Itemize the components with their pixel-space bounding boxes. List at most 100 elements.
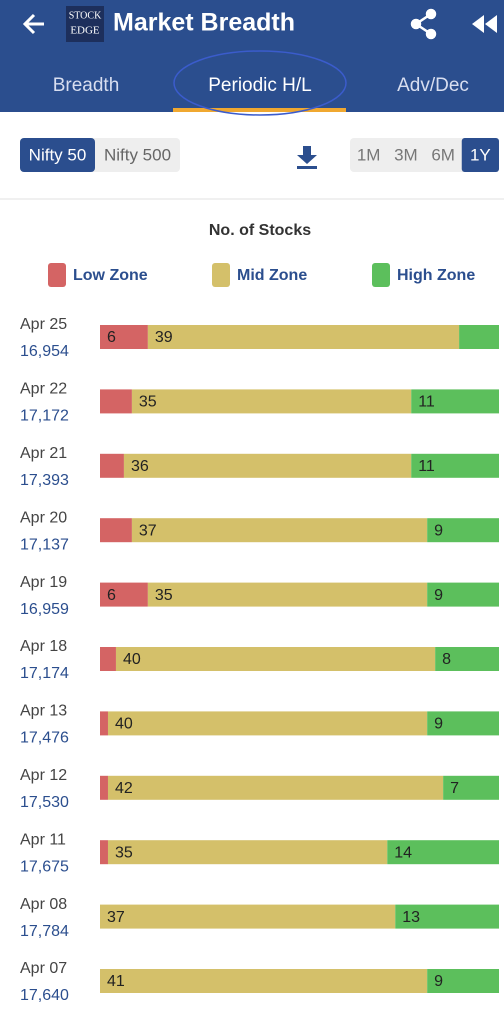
bar-segment [115, 647, 436, 671]
index-option-bg [20, 138, 95, 172]
screen-title: Market Breadth [113, 9, 295, 37]
tab[interactable]: Breadth [53, 75, 120, 96]
logo-text: EDGE [70, 25, 100, 37]
bar-segment [123, 453, 412, 478]
value-label: 7 [450, 780, 459, 797]
bar-segment [100, 325, 148, 349]
legend-swatch [372, 263, 390, 287]
bar-segment [387, 840, 499, 865]
value-label: 36 [131, 458, 149, 475]
value-label: 13 [402, 909, 420, 926]
bar-segment [459, 325, 499, 349]
bar-segment [147, 582, 428, 607]
tab-indicator [173, 108, 346, 112]
bar-segment [100, 969, 428, 993]
index-value: 17,476 [20, 730, 69, 747]
value-label: 6 [107, 329, 116, 346]
bar-segment [427, 582, 499, 607]
tab[interactable]: Periodic H/L [208, 75, 312, 96]
value-label: 9 [434, 522, 443, 539]
value-label: 39 [155, 329, 173, 346]
bar-segment [411, 389, 499, 414]
bar-segment [100, 389, 132, 414]
index-value: 17,172 [20, 408, 69, 425]
date-label: Apr 20 [20, 509, 67, 526]
bar-segment [100, 904, 396, 929]
value-label: 35 [155, 587, 173, 604]
index-value: 17,530 [20, 794, 69, 811]
value-label: 35 [115, 844, 133, 861]
value-label: 9 [434, 587, 443, 604]
bar-segment [107, 711, 428, 736]
period-option[interactable]: 1M [357, 145, 381, 164]
chart-title: No. of Stocks [209, 222, 311, 239]
bar-segment [100, 840, 108, 865]
date-label: Apr 25 [20, 316, 67, 333]
index-value: 17,174 [20, 665, 69, 682]
share-button[interactable] [410, 8, 437, 40]
bar-segment [427, 711, 499, 736]
bar-segment [443, 775, 499, 800]
period-option[interactable]: 6M [431, 145, 455, 164]
date-label: Apr 22 [20, 381, 67, 398]
legend-swatch [212, 263, 230, 287]
date-label: Apr 07 [20, 960, 67, 977]
legend-label: Low Zone [73, 267, 148, 284]
bar-segment [131, 389, 412, 414]
value-label: 40 [115, 716, 133, 733]
value-label: 14 [394, 844, 412, 861]
bar-segment [100, 582, 148, 607]
index-value: 17,137 [20, 536, 69, 553]
value-label: 35 [139, 394, 157, 411]
date-label: Apr 08 [20, 896, 67, 913]
period-bg [461, 138, 499, 172]
logo-text: STOCK [69, 10, 102, 21]
bar-segment [107, 840, 388, 865]
index-value: 16,954 [20, 343, 69, 360]
period-option[interactable]: 1Y [470, 145, 491, 164]
index-value: 17,640 [20, 987, 69, 1004]
bar-segment [100, 518, 132, 543]
date-label: Apr 11 [20, 831, 66, 848]
value-label: 42 [115, 780, 133, 797]
date-label: Apr 12 [20, 767, 67, 784]
highlight-ellipse [173, 50, 347, 116]
index-value: 17,393 [20, 472, 69, 489]
bar-segment [107, 775, 444, 800]
index-value: 17,784 [20, 923, 69, 940]
bar-segment [427, 969, 499, 993]
date-label: Apr 19 [20, 574, 67, 591]
bar-segment [395, 904, 499, 929]
bar-segment [435, 647, 499, 671]
tab[interactable]: Adv/Dec [397, 75, 469, 96]
value-label: 9 [434, 973, 443, 990]
bar-segment [427, 518, 499, 543]
date-label: Apr 18 [20, 638, 67, 655]
bar-segment [100, 647, 116, 671]
bar-segment [100, 775, 108, 800]
value-label: 37 [107, 909, 125, 926]
bar-segment [147, 325, 460, 349]
value-label: 37 [139, 522, 157, 539]
index-value: 17,675 [20, 858, 69, 875]
bar-segment [411, 453, 499, 478]
value-label: 8 [442, 651, 451, 668]
value-label: 11 [418, 458, 435, 475]
back-button[interactable] [22, 13, 44, 35]
index-option[interactable]: Nifty 50 [29, 145, 87, 164]
bar-segment [100, 453, 124, 478]
value-label: 40 [123, 651, 141, 668]
bar-segment [131, 518, 428, 543]
date-label: Apr 13 [20, 703, 67, 720]
value-label: 6 [107, 587, 116, 604]
value-label: 9 [434, 716, 443, 733]
index-value: 16,959 [20, 601, 69, 618]
value-label: 11 [418, 394, 435, 411]
download-button[interactable] [297, 146, 317, 169]
date-label: Apr 21 [20, 445, 67, 462]
index-option[interactable]: Nifty 500 [104, 145, 171, 164]
collapse-button[interactable] [472, 15, 497, 33]
period-option[interactable]: 3M [394, 145, 418, 164]
